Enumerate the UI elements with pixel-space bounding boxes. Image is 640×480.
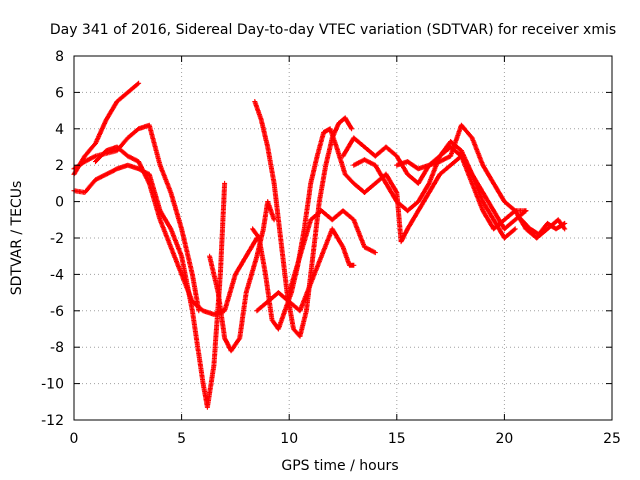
y-tick-label: -6 [50,304,64,320]
y-tick-label: 4 [55,122,64,138]
y-tick-label: -10 [41,377,64,393]
series-track-12 [383,153,529,245]
x-tick-label: 10 [280,431,298,447]
y-tick-label: -2 [50,231,64,247]
series-track-9 [286,208,378,296]
series-track-13 [394,122,568,241]
x-tick-label: 25 [603,431,621,447]
series-track-14 [519,217,568,237]
plot-frame [73,55,613,421]
ticks: 0 5 10 15 20 25 -12 -10 -8 -6 -4 -2 0 2 4 6 8 [41,49,621,447]
x-tick-label: 15 [388,431,406,447]
y-tick-label: 0 [55,195,64,211]
chart-title: Day 341 of 2016, Sidereal Day-to-day VTE… [50,22,616,38]
x-tick-label: 5 [177,431,186,447]
y-tick-label: 8 [55,49,64,65]
series-track-4 [93,144,260,317]
series-group [71,80,568,410]
x-axis-title: GPS time / hours [281,458,398,474]
series-track-11 [351,139,518,241]
y-axis-title: SDTVAR / TECUs [9,181,25,296]
y-tick-label: -12 [41,413,64,429]
series-track-8 [254,226,357,314]
x-tick-label: 20 [495,431,513,447]
y-tick-label: -4 [50,267,64,283]
y-tick-label: 6 [55,85,64,101]
x-tick-label: 0 [70,431,79,447]
y-tick-label: -8 [50,340,64,356]
y-tick-label: 2 [55,158,64,174]
series-track-6 [252,99,355,339]
